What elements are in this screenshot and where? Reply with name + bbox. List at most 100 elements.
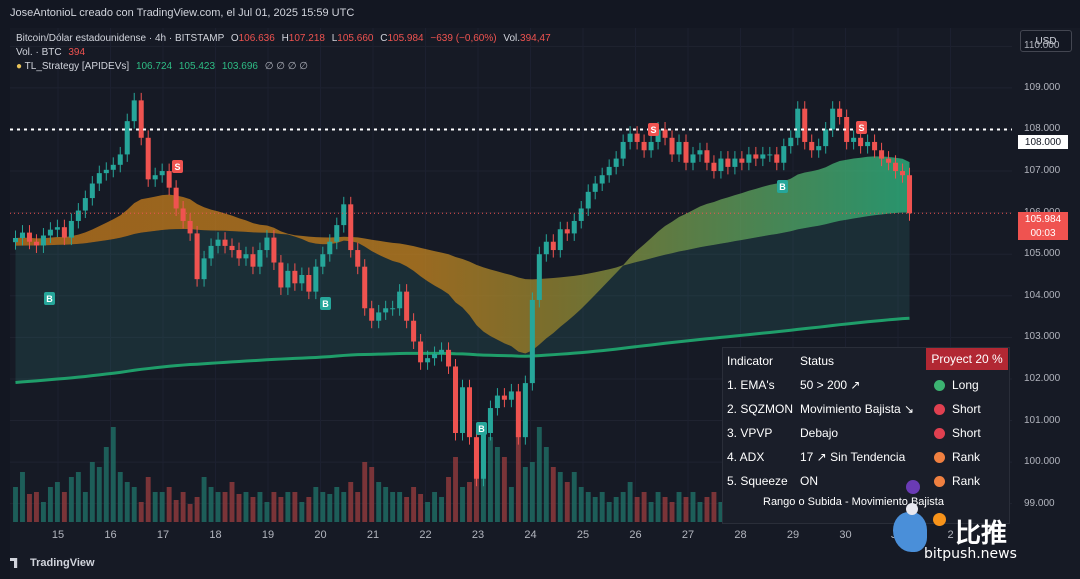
volume-bar bbox=[264, 502, 270, 522]
candle-body bbox=[446, 349, 452, 367]
volume-bar bbox=[355, 492, 361, 522]
candle-body bbox=[697, 150, 703, 155]
volume-bar bbox=[446, 477, 451, 522]
candle-body bbox=[124, 121, 130, 155]
sell-signal: S bbox=[172, 160, 183, 173]
volume-bar bbox=[145, 477, 151, 522]
volume-bar bbox=[634, 497, 640, 522]
candle-body bbox=[830, 108, 836, 130]
volume-bar bbox=[208, 487, 214, 522]
volume-bar bbox=[641, 492, 647, 522]
volume-bar bbox=[285, 492, 291, 522]
strategy-value-2: 105.423 bbox=[178, 61, 216, 72]
volume-bar bbox=[194, 497, 200, 522]
signal-dot-icon bbox=[934, 380, 945, 391]
flag-icon bbox=[906, 503, 918, 515]
strategy-value-3: 103.696 bbox=[221, 61, 258, 72]
candle-body bbox=[12, 237, 19, 243]
candle-body bbox=[487, 408, 493, 433]
candle-body bbox=[592, 183, 598, 192]
volume-bar bbox=[550, 467, 556, 522]
volume-bar bbox=[89, 462, 95, 522]
y-tick-label: 109.000 bbox=[1024, 81, 1061, 93]
volume-bar bbox=[341, 492, 347, 522]
volume-bar bbox=[40, 502, 46, 522]
volume-bar bbox=[362, 462, 368, 522]
volume-bar bbox=[411, 487, 417, 522]
signal-dot-icon bbox=[934, 428, 945, 439]
volume-bar bbox=[683, 497, 689, 522]
tradingview-logo[interactable]: TradingView bbox=[10, 557, 95, 569]
candle-body bbox=[767, 154, 773, 156]
candle-body bbox=[711, 162, 717, 172]
x-tick-label: 20 bbox=[314, 529, 327, 541]
candle-body bbox=[620, 141, 626, 159]
high-value: 107.218 bbox=[288, 33, 325, 44]
candle-body bbox=[732, 158, 738, 167]
y-tick-label: 107.000 bbox=[1024, 165, 1061, 177]
candle-body bbox=[299, 275, 305, 284]
candle-body bbox=[432, 354, 438, 359]
volume-bar bbox=[418, 494, 424, 522]
volume-bar bbox=[501, 457, 507, 522]
candle-body bbox=[739, 158, 745, 163]
indicator-signal: Rank bbox=[952, 474, 981, 488]
strategy-value-1: 106.724 bbox=[135, 61, 173, 72]
low-label: L bbox=[331, 33, 338, 44]
candle-body bbox=[215, 239, 221, 246]
candle-body bbox=[655, 129, 661, 142]
candle-body bbox=[858, 137, 864, 147]
volume-bar bbox=[124, 482, 130, 522]
volume-value: 394,47 bbox=[520, 33, 551, 44]
candle-body bbox=[68, 220, 74, 238]
volume-bar bbox=[61, 492, 67, 522]
symbol-title: Bitcoin/Dólar estadounidense · 4h · BITS… bbox=[16, 33, 225, 44]
volume-bar bbox=[383, 487, 389, 522]
volume-bar bbox=[592, 497, 598, 522]
volume-bar bbox=[320, 492, 326, 522]
candle-body bbox=[627, 133, 633, 142]
candle-body bbox=[466, 387, 472, 438]
volume-bar bbox=[173, 500, 179, 522]
candle-body bbox=[397, 291, 403, 309]
candle-body bbox=[425, 358, 431, 363]
volume-bar bbox=[669, 502, 675, 522]
candle-body bbox=[634, 133, 640, 142]
candle-body bbox=[138, 100, 144, 138]
candle-body bbox=[816, 146, 822, 151]
candle-body bbox=[75, 210, 81, 221]
candle-body bbox=[893, 162, 899, 172]
volume-bar bbox=[166, 487, 172, 522]
volume-bar bbox=[369, 467, 375, 522]
volume-bar bbox=[481, 452, 486, 522]
currency-button[interactable]: USD bbox=[1020, 30, 1072, 52]
volume-bar bbox=[474, 467, 479, 522]
close-value: 105.984 bbox=[387, 33, 424, 44]
ema-ribbon bbox=[15, 156, 910, 354]
indicator-name: 3. VPVP bbox=[727, 426, 773, 440]
indicator-status: ON bbox=[800, 474, 818, 488]
candle-body bbox=[383, 308, 389, 313]
x-tick-label: 25 bbox=[576, 529, 590, 541]
indicator-signal: Long bbox=[952, 378, 979, 392]
volume-bar bbox=[222, 492, 228, 522]
top-bar: JoseAntonioL creado con TradingView.com,… bbox=[0, 0, 1080, 28]
volume-bar bbox=[690, 492, 696, 522]
x-tick-label: 28 bbox=[734, 529, 747, 541]
candle-body bbox=[746, 154, 752, 163]
volume-bar bbox=[397, 492, 403, 522]
watermark-url: bitpush.news bbox=[924, 546, 1017, 562]
volume-bar bbox=[404, 497, 410, 522]
strategy-name: TL_Strategy [APIDEVs] bbox=[24, 61, 130, 72]
candle-body bbox=[40, 235, 46, 246]
open-label: O bbox=[230, 33, 239, 44]
candle-body bbox=[501, 395, 507, 400]
candle-body bbox=[844, 117, 850, 142]
candle-body bbox=[648, 141, 654, 151]
candle-body bbox=[404, 291, 410, 321]
symbol-legend: Bitcoin/Dólar estadounidense · 4h · BITS… bbox=[16, 33, 551, 44]
volume-bar bbox=[201, 477, 207, 522]
y-tick-label: 105.000 bbox=[1024, 248, 1061, 260]
watermark-cn: 比推 bbox=[955, 519, 1008, 549]
